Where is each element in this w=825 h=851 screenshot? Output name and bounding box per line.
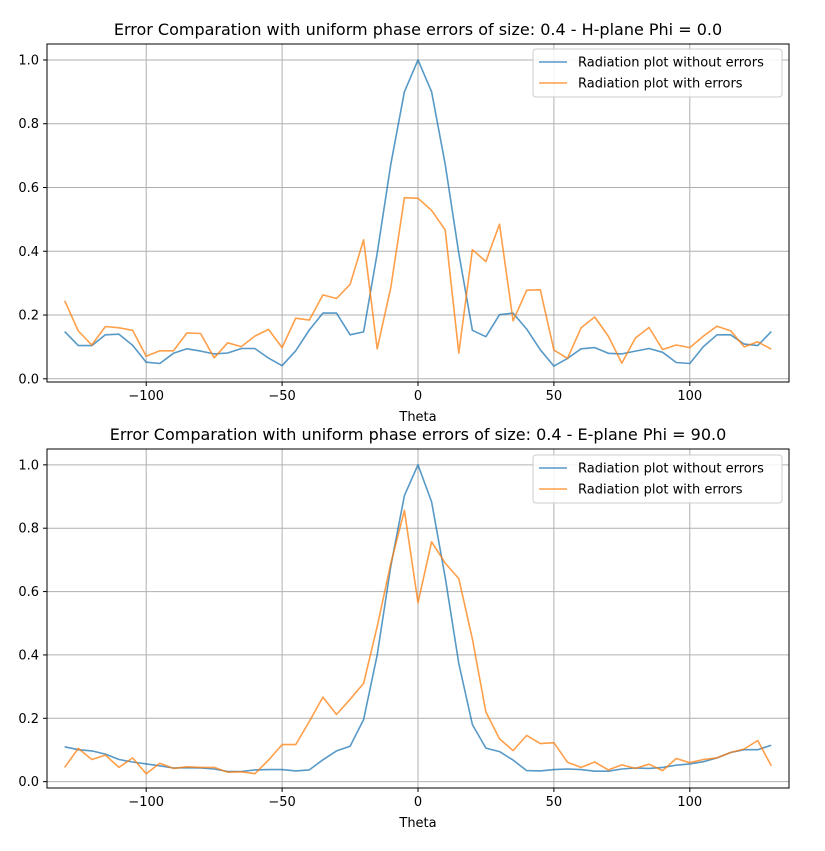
legend-label: Radiation plot without errors [578, 462, 764, 477]
x-tick-label: −50 [268, 795, 295, 810]
x-axis-label: Theta [398, 816, 436, 831]
y-tick-label: 0.6 [18, 585, 39, 600]
y-tick-label: 0.6 [18, 181, 39, 196]
x-tick-label: 0 [414, 389, 422, 404]
y-tick-label: 1.0 [18, 458, 39, 473]
series-line-with-errors [63, 196, 772, 365]
x-tick-label: 100 [677, 389, 702, 404]
top-chart-h-plane: Error Comparation with uniform phase err… [18, 20, 790, 425]
x-tick-label: −100 [128, 389, 164, 404]
legend-box [532, 454, 783, 504]
y-tick-label: 1.0 [18, 53, 39, 68]
legend: Radiation plot without errors Radiation p… [532, 48, 783, 98]
y-tick-label: 0.8 [18, 117, 39, 132]
x-tick-label: 50 [546, 795, 563, 810]
legend: Radiation plot without errors Radiation p… [532, 454, 783, 504]
x-axis-label: Theta [398, 410, 436, 425]
x-tick-label: −50 [268, 389, 295, 404]
y-tick-label: 0.4 [18, 648, 39, 663]
series-line-without-errors [64, 59, 772, 367]
x-tick-label: 0 [414, 795, 422, 810]
plot-area: −100 −50 0 50 100 0.0 0.2 0.4 0.6 0.8 1.0 [18, 448, 790, 810]
plot-frame [46, 448, 790, 789]
legend-label: Radiation plot with errors [578, 483, 743, 498]
bottom-chart-e-plane: Error Comparation with uniform phase err… [18, 425, 790, 831]
plot-area: −100 −50 0 50 100 0.0 0.2 0.4 0.6 0.8 1.0 [18, 43, 790, 404]
legend-label: Radiation plot with errors [578, 77, 743, 92]
legend-label: Radiation plot without errors [578, 56, 764, 71]
y-tick-label: 0.8 [18, 522, 39, 537]
y-tick-label: 0.4 [18, 245, 39, 260]
chart-title: Error Comparation with uniform phase err… [110, 425, 727, 444]
x-tick-label: −100 [128, 795, 164, 810]
y-tick-label: 0.0 [18, 775, 39, 790]
x-tick-label: 50 [546, 389, 563, 404]
y-tick-label: 0.0 [18, 372, 39, 387]
chart-title: Error Comparation with uniform phase err… [114, 20, 722, 39]
y-tick-label: 0.2 [18, 309, 39, 324]
y-tick-label: 0.2 [18, 712, 39, 727]
series-line-with-errors [64, 509, 773, 775]
plot-frame [46, 43, 790, 383]
legend-box [532, 48, 783, 98]
x-tick-label: 100 [677, 795, 702, 810]
